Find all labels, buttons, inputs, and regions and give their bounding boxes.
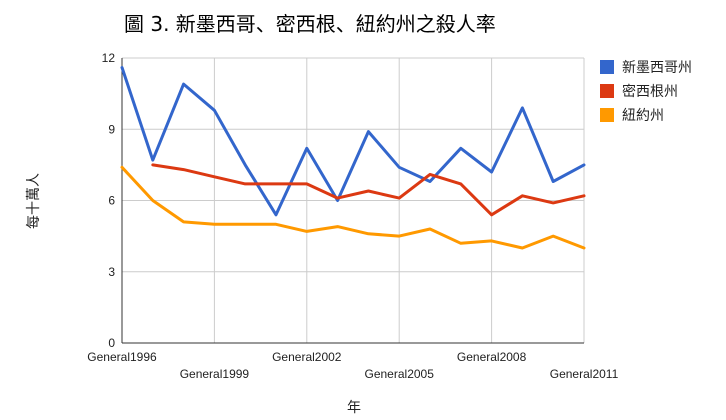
- legend-swatch: [600, 108, 614, 122]
- y-axis-ticks: 0 3 6 9 12: [102, 51, 116, 350]
- legend-swatch: [600, 84, 614, 98]
- x-tick-label: General2005: [365, 367, 435, 381]
- series-line-3: [120, 165, 586, 250]
- x-tick-label: General1999: [180, 367, 250, 381]
- x-tick-label: General2008: [457, 350, 527, 364]
- y-tick-label: 6: [108, 194, 115, 208]
- x-axis-title: 年: [347, 400, 361, 416]
- x-tick-label: General1996: [87, 350, 157, 364]
- legend-label: 新墨西哥州: [622, 60, 692, 76]
- series-line-1: [120, 66, 586, 217]
- y-tick-label: 0: [108, 336, 115, 350]
- series-lines: [120, 66, 586, 250]
- y-tick-label: 12: [102, 51, 116, 65]
- series-line-2: [151, 163, 586, 217]
- x-tick-label: General2011: [550, 367, 619, 381]
- x-tick-label: General2002: [272, 350, 342, 364]
- legend-swatch: [600, 60, 614, 74]
- y-tick-label: 9: [108, 122, 115, 136]
- plot-frame: [121, 58, 584, 344]
- legend-label: 紐約州: [622, 108, 664, 124]
- legend-label: 密西根州: [622, 83, 678, 100]
- chart-title: 圖 3. 新墨西哥、密西根、紐約州之殺人率: [124, 12, 496, 36]
- y-axis-title: 每十萬人: [26, 173, 42, 229]
- y-tick-label: 3: [108, 265, 115, 279]
- x-axis-ticks: General1996 General1999 General2002 General…: [87, 350, 618, 381]
